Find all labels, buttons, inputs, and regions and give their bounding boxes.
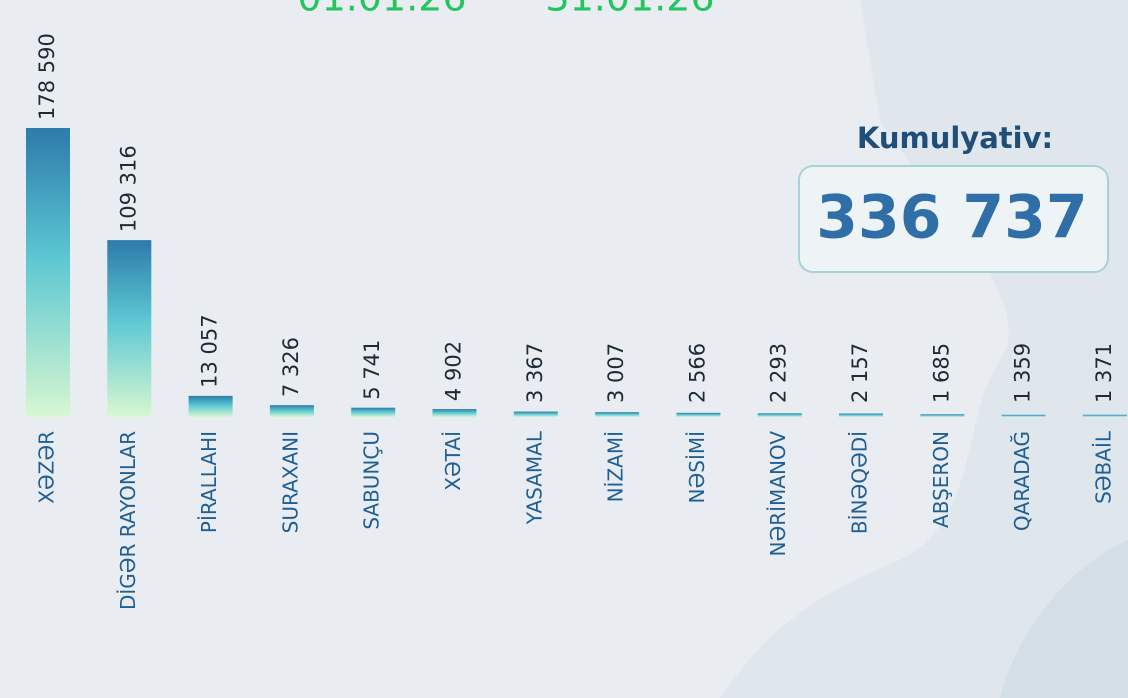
value-label: 3 007 [604, 343, 628, 403]
value-label: 5 741 [360, 340, 384, 400]
bar [188, 395, 233, 417]
bar [269, 405, 314, 417]
category-label: PİRALLAHI [197, 431, 221, 533]
value-label: 4 902 [442, 341, 466, 401]
bar [107, 240, 152, 417]
bar [676, 412, 721, 417]
bar [1082, 414, 1127, 417]
category-label: QARADAĞ [1010, 431, 1034, 531]
value-label: 109 316 [116, 145, 140, 232]
category-label: XƏZƏR [35, 431, 59, 504]
bar [839, 413, 883, 417]
value-label: 7 326 [279, 337, 303, 397]
bar [513, 411, 558, 417]
bar [1001, 414, 1046, 417]
map-shape [1000, 540, 1128, 698]
bar [595, 412, 640, 417]
bar [757, 413, 802, 417]
bar [920, 414, 965, 417]
value-label: 13 057 [198, 314, 222, 387]
kumulyativ-label: Kumulyativ: [857, 121, 1053, 155]
value-label: 2 566 [685, 343, 709, 403]
category-label: SURAXANI [278, 431, 302, 533]
date-end: 31.01.26 [545, 0, 714, 20]
category-label: ABŞERON [929, 431, 953, 528]
category-label: BİNƏQƏDİ [848, 431, 872, 534]
value-label: 2 157 [848, 343, 872, 403]
bar [351, 407, 396, 417]
value-label: 178 590 [35, 33, 59, 120]
value-label: 3 367 [523, 343, 547, 403]
category-label: SABUNÇU [360, 431, 384, 530]
value-label: 1 685 [929, 343, 953, 403]
kumulyativ-box [798, 165, 1109, 273]
category-label: SƏBAİL [1091, 430, 1115, 504]
date-start: 01.01.26 [297, 0, 466, 20]
value-label: 1 359 [1011, 343, 1035, 403]
category-label: NƏSİMİ [685, 431, 709, 503]
category-label: NƏRİMANOV [766, 431, 790, 557]
category-label: NİZAMİ [604, 431, 628, 502]
value-label: 2 293 [767, 343, 791, 403]
category-label: YASAMAL [522, 430, 546, 525]
value-label: 1 371 [1092, 343, 1116, 403]
bar [432, 409, 477, 417]
kumulyativ-value: 336 737 [816, 183, 1087, 253]
category-label: XƏTAİ [441, 431, 465, 491]
bar [26, 128, 70, 417]
category-label: DİGƏR RAYONLAR [116, 431, 140, 610]
